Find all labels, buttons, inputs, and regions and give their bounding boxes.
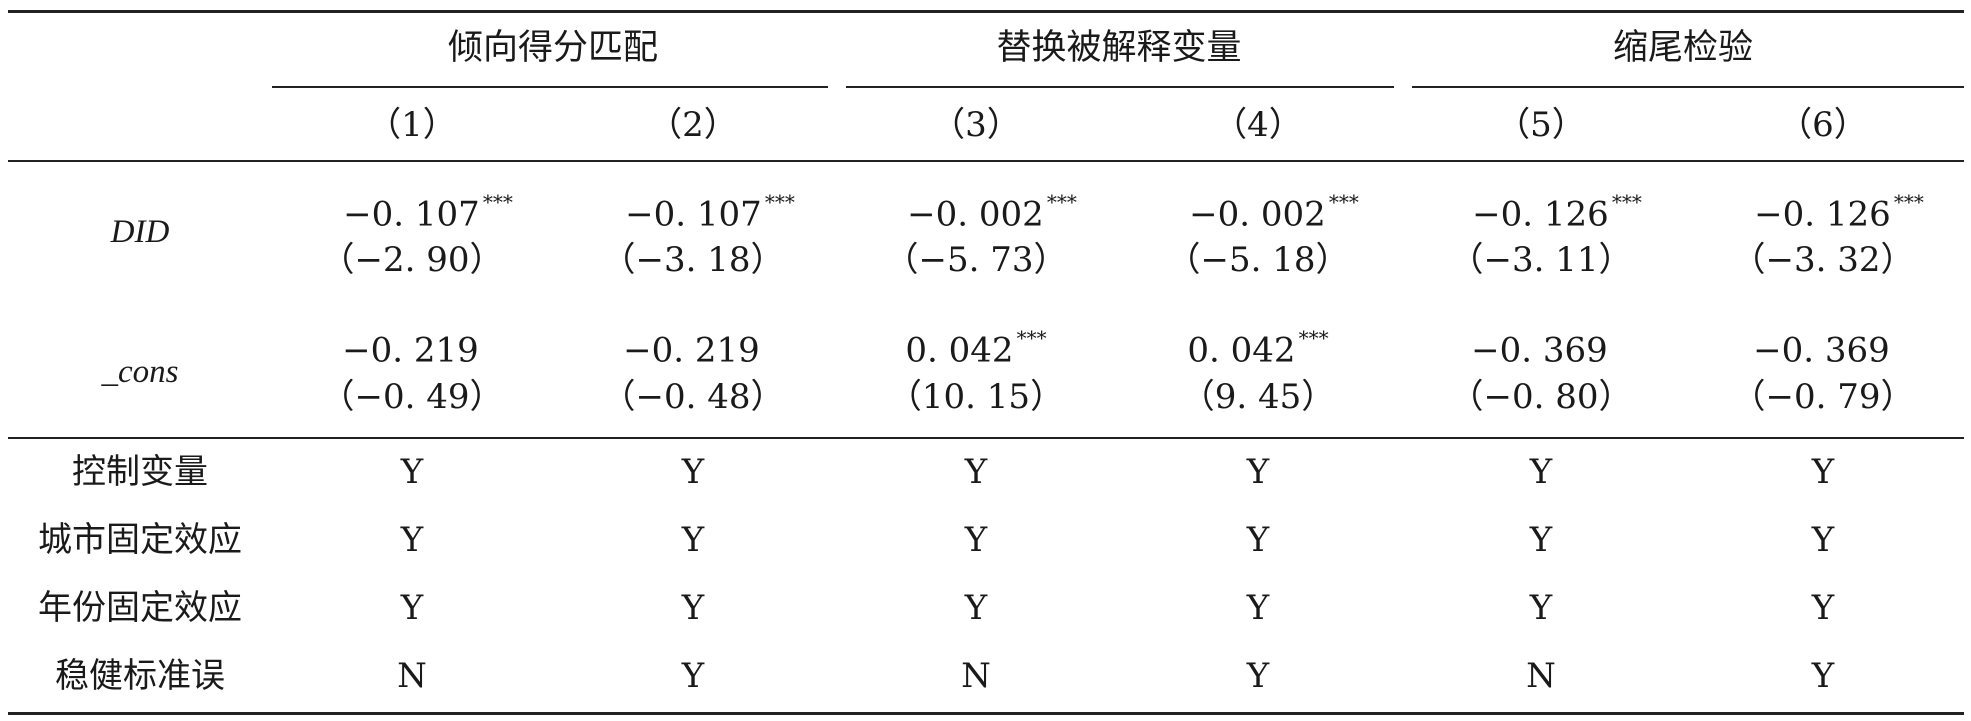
city-fe-5: Y [1529, 520, 1553, 560]
row-label-robust-se: 稳健标准误 [55, 656, 225, 696]
year-fe-3: Y [964, 588, 988, 628]
did-se-6: （−3. 32） [1731, 240, 1915, 280]
group-header-replace-dv: 替换被解释变量 [996, 28, 1242, 68]
did-se-4: （−5. 18） [1166, 240, 1350, 280]
robust-se-5: N [1526, 656, 1556, 696]
controls-1: Y [400, 452, 424, 492]
city-fe-6: Y [1811, 520, 1835, 560]
top-rule [8, 10, 1964, 13]
row-label-cons: _cons [101, 354, 179, 390]
controls-3: Y [964, 452, 988, 492]
row-label-year-fe: 年份固定效应 [38, 588, 242, 628]
cons-se-2: （−0. 48） [601, 377, 785, 417]
year-fe-4: Y [1246, 588, 1270, 628]
controls-4: Y [1246, 452, 1270, 492]
cons-coef-3: 0. 042 *** [905, 326, 1047, 371]
year-fe-1: Y [400, 588, 424, 628]
robust-se-4: Y [1246, 656, 1270, 696]
cons-se-4: （9. 45） [1180, 377, 1336, 417]
city-fe-3: Y [964, 520, 988, 560]
year-fe-2: Y [681, 588, 705, 628]
did-coef-4: −0. 002 *** [1189, 190, 1359, 235]
row-label-city-fe: 城市固定效应 [38, 520, 242, 560]
cons-se-5: （−0. 80） [1449, 377, 1633, 417]
group-header-psm: 倾向得分匹配 [447, 28, 659, 68]
cons-se-6: （−0. 79） [1731, 377, 1915, 417]
robust-se-6: Y [1811, 656, 1835, 696]
col-header-3: （3） [931, 105, 1021, 145]
group-header-winsorize: 缩尾检验 [1612, 28, 1754, 68]
bottom-rule [8, 712, 1964, 715]
city-fe-4: Y [1246, 520, 1270, 560]
robust-se-3: N [961, 656, 991, 696]
cons-coef-1: −0. 219 [342, 330, 479, 371]
header-rule [8, 160, 1964, 162]
did-coef-6: −0. 126 *** [1754, 190, 1924, 235]
cons-se-3: （10. 15） [887, 377, 1065, 417]
col-header-2: （2） [648, 105, 738, 145]
did-coef-5: −0. 126 *** [1472, 190, 1642, 235]
year-fe-6: Y [1811, 588, 1835, 628]
did-se-2: （−3. 18） [601, 240, 785, 280]
row-label-controls: 控制变量 [72, 452, 208, 492]
year-fe-5: Y [1529, 588, 1553, 628]
row-label-did: DID [110, 214, 170, 250]
group-underline-3 [1412, 86, 1964, 88]
col-header-6: （6） [1778, 105, 1868, 145]
mid-rule [8, 437, 1964, 439]
city-fe-1: Y [400, 520, 424, 560]
controls-5: Y [1529, 452, 1553, 492]
did-se-5: （−3. 11） [1449, 240, 1633, 280]
col-header-5: （5） [1496, 105, 1586, 145]
col-header-4: （4） [1213, 105, 1303, 145]
controls-6: Y [1811, 452, 1835, 492]
group-underline-2 [846, 86, 1394, 88]
did-coef-1: −0. 107 *** [343, 190, 513, 235]
city-fe-2: Y [681, 520, 705, 560]
robust-se-2: Y [681, 656, 705, 696]
robust-se-1: N [397, 656, 427, 696]
did-coef-3: −0. 002 *** [907, 190, 1077, 235]
cons-se-1: （−0. 49） [320, 377, 504, 417]
cons-coef-2: −0. 219 [623, 330, 760, 371]
cons-coef-6: −0. 369 [1753, 330, 1890, 371]
cons-coef-5: −0. 369 [1471, 330, 1608, 371]
did-coef-2: −0. 107 *** [625, 190, 795, 235]
controls-2: Y [681, 452, 705, 492]
did-se-1: （−2. 90） [320, 240, 504, 280]
col-header-1: （1） [367, 105, 457, 145]
group-underline-1 [272, 86, 828, 88]
did-se-3: （−5. 73） [884, 240, 1068, 280]
cons-coef-4: 0. 042 *** [1187, 326, 1329, 371]
